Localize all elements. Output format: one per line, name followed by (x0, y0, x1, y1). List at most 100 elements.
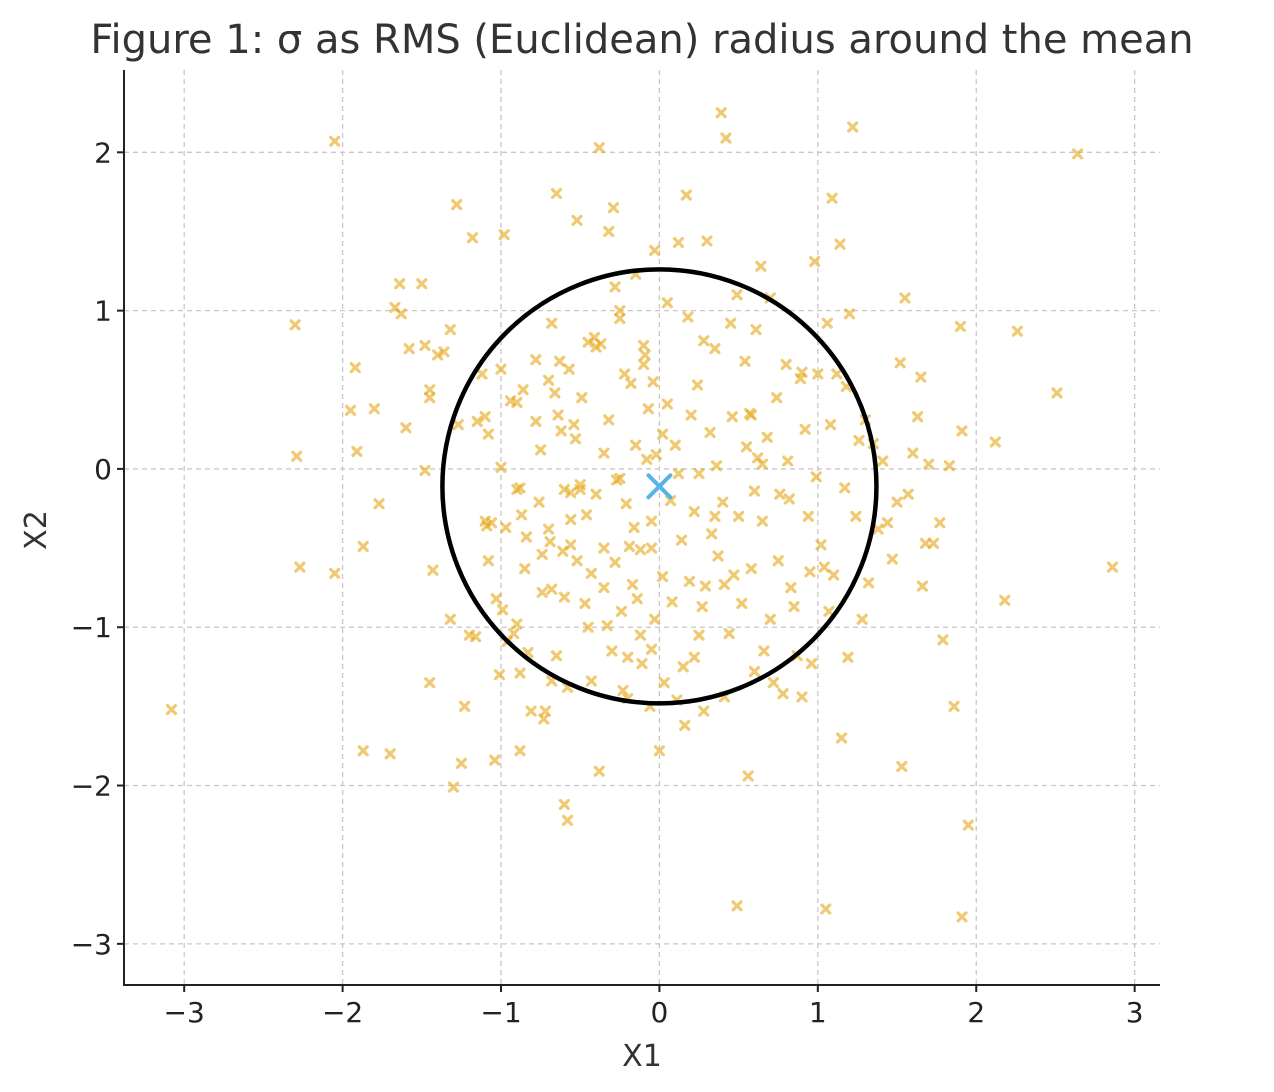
data-point (907, 447, 919, 459)
data-point (847, 121, 859, 133)
data-point (552, 409, 564, 421)
data-point (717, 496, 729, 508)
data-point (745, 409, 757, 421)
data-point (424, 392, 436, 404)
data-point (590, 488, 602, 500)
data-point (809, 255, 821, 268)
y-tick-label: −2 (71, 770, 112, 803)
data-point (748, 665, 761, 678)
data-point (493, 669, 506, 681)
data-point (565, 487, 577, 499)
data-point (490, 593, 502, 605)
data-point (546, 317, 558, 329)
data-point (877, 455, 889, 467)
data-point (761, 431, 773, 443)
data-point (625, 377, 637, 390)
data-point (476, 368, 488, 380)
data-point (424, 677, 436, 689)
data-point (517, 384, 529, 396)
data-point (772, 555, 784, 567)
data-point (424, 384, 436, 396)
data-point (384, 748, 396, 760)
data-point (731, 289, 743, 301)
data-point (520, 531, 532, 543)
data-point (676, 534, 688, 546)
data-point (555, 425, 567, 437)
data-point (579, 597, 591, 610)
x-tick-label: 3 (1126, 996, 1144, 1029)
data-point (740, 441, 753, 453)
data-point (598, 582, 610, 594)
data-point (623, 540, 635, 553)
data-point (704, 426, 716, 439)
data-point (954, 320, 967, 333)
data-point (373, 498, 385, 510)
data-point (514, 667, 526, 679)
data-point (482, 428, 494, 440)
data-point (709, 510, 721, 523)
data-point (718, 578, 730, 591)
data-point (294, 561, 306, 573)
data-point (598, 542, 610, 554)
data-point (902, 488, 914, 500)
data-point (508, 627, 520, 640)
data-point (788, 601, 800, 613)
data-point (656, 570, 669, 583)
data-point (805, 658, 818, 670)
data-point (739, 355, 751, 367)
chart-title: Figure 1: σ as RMS (Euclidean) radius ar… (90, 17, 1193, 63)
data-point (550, 187, 563, 200)
data-point (828, 569, 840, 581)
data-point (843, 308, 856, 320)
data-point (636, 658, 648, 670)
data-point (329, 567, 341, 580)
data-point (451, 198, 463, 211)
data-point (691, 379, 704, 391)
data-point (498, 229, 510, 241)
data-point (628, 521, 640, 534)
data-point (696, 601, 708, 613)
data-point (736, 597, 748, 610)
data-point (558, 483, 570, 496)
data-point (962, 819, 974, 831)
data-point (569, 433, 582, 445)
data-point (777, 688, 789, 700)
data-point (637, 339, 650, 352)
data-point (647, 376, 659, 388)
data-point (639, 349, 651, 361)
data-point (466, 232, 479, 244)
data-point (530, 354, 542, 366)
data-point (815, 539, 827, 551)
data-point (755, 260, 767, 272)
data-point (733, 510, 745, 523)
data-point (680, 189, 692, 201)
data-point (344, 404, 357, 416)
data-point (419, 464, 431, 477)
data-point (839, 482, 851, 494)
data-point (699, 580, 711, 592)
data-point (912, 411, 924, 423)
data-point (634, 629, 647, 641)
data-point (881, 517, 894, 529)
data-point (693, 468, 705, 480)
data-point (774, 488, 786, 500)
data-point (455, 757, 468, 769)
data-point (709, 343, 721, 355)
data-point (542, 374, 555, 386)
data-point (943, 460, 955, 472)
data-point (626, 578, 639, 591)
data-point (289, 319, 301, 331)
data-point (447, 781, 460, 793)
data-point (820, 903, 832, 915)
data-point (824, 419, 837, 431)
data-point (728, 569, 740, 581)
data-point (688, 651, 700, 663)
data-point (725, 317, 737, 329)
data-point (649, 244, 661, 257)
data-point (563, 363, 575, 375)
data-point (444, 613, 456, 625)
data-point (835, 732, 848, 744)
data-point (593, 141, 605, 154)
data-point (669, 439, 681, 451)
x-tick-label: −1 (480, 996, 521, 1029)
